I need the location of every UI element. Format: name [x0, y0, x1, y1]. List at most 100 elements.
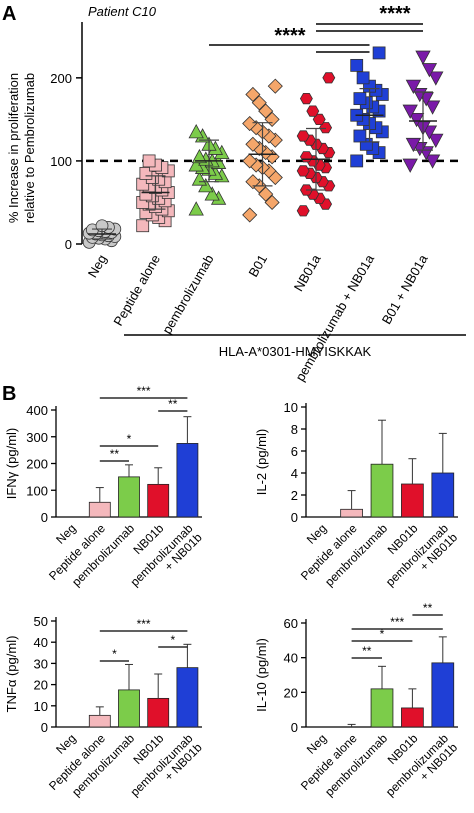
data-point-nb01a: [296, 205, 310, 217]
data-point-peptide-alone: [136, 219, 150, 233]
significance-label: ***: [137, 617, 151, 631]
bar-pembrolizumab: [370, 688, 394, 728]
data-point-b01: [242, 153, 258, 169]
x-tick-label-neg: Neg: [304, 521, 329, 546]
data-point-b01-nb01a: [421, 63, 438, 78]
bar-pembrolizumab-nb01b: [431, 662, 455, 728]
y-tick-label: 8: [291, 422, 298, 437]
data-point-b01: [251, 95, 267, 111]
data-point-nb01a: [296, 165, 310, 177]
data-point-pembrolizumab-nb01a: [350, 58, 364, 72]
x-tick-label-pembrolizumab-nb01b: pembrolizumab+ NB01b: [128, 521, 205, 598]
data-point-pembrolizumab: [188, 124, 204, 139]
x-tick-label-line: Neg: [53, 521, 78, 546]
y-tick-label: 60: [284, 616, 298, 631]
y-tick-label: 40: [284, 651, 298, 666]
bar-peptide-alone: [88, 714, 111, 728]
x-tick-label-peptide-alone: Peptide alone: [110, 252, 163, 328]
data-point-peptide-alone: [142, 154, 156, 168]
data-point-pembrolizumab: [188, 201, 204, 216]
x-tick-label-pembrolizumab-nb01b: pembrolizumab+ NB01b: [128, 731, 205, 808]
bar-nb01b: [401, 483, 424, 518]
data-point-nb01a: [296, 130, 310, 142]
data-point-b01: [264, 194, 280, 211]
data-point-pembrolizumab-nb01a: [372, 46, 386, 60]
y-tick-label: 20: [34, 678, 48, 693]
group-label: HLA-A*0301-HMYISKKAK: [219, 344, 372, 359]
y-tick-label: 50: [34, 614, 48, 629]
data-point-nb01a: [322, 72, 336, 84]
y-tick-label: 200: [50, 71, 72, 86]
x-tick-label-neg: Neg: [85, 252, 110, 280]
bar-pembrolizumab: [118, 476, 140, 518]
data-point-b01: [242, 115, 258, 132]
data-point-b01: [267, 78, 283, 94]
bar-nb01b: [147, 483, 170, 518]
panel-a-ylabel-line1: % Increase in proliferation: [6, 73, 21, 223]
x-tick-label-neg: Neg: [53, 521, 78, 546]
y-tick-label: 2: [291, 488, 298, 503]
bar-pembrolizumab: [118, 689, 140, 728]
data-point-b01-nb01a: [405, 137, 422, 153]
bar-pembrolizumab: [370, 463, 394, 518]
x-tick-label-nb01a: NB01a: [291, 251, 324, 294]
data-point-b01: [245, 136, 261, 152]
y-tick-label: 200: [26, 457, 48, 472]
x-tick-label-neg: Neg: [304, 731, 329, 756]
data-point-b01-nb01a: [402, 104, 418, 119]
y-tick-label: 10: [34, 699, 48, 714]
y-tick-label: 4: [291, 466, 298, 481]
bar-peptide-alone: [88, 501, 111, 518]
data-point-pembrolizumab-nb01a: [350, 154, 364, 168]
data-point-pembrolizumab: [191, 148, 208, 164]
data-point-b01: [245, 86, 261, 103]
bar-nb01b: [401, 707, 424, 728]
data-point-nb01a: [319, 122, 333, 134]
y-axis-label: IL-10 (pg/ml): [254, 638, 269, 712]
significance-label: *: [380, 627, 385, 641]
y-tick-label: 6: [291, 444, 298, 459]
y-tick-label: 0: [41, 720, 48, 735]
bar-peptide-alone: [340, 508, 363, 518]
panel-a-ylabel-line2: relative to Pembrolizumab: [22, 73, 37, 223]
data-point-pembrolizumab: [204, 186, 220, 201]
x-tick-label-pembrolizumab: pembrolizumab: [159, 252, 216, 336]
panel-a-subtitle: Patient C10: [88, 4, 157, 19]
significance-label: **: [168, 397, 178, 411]
y-tick-label: 20: [284, 685, 298, 700]
bar-pembrolizumab-nb01b: [431, 472, 455, 518]
data-point-nb01a: [299, 93, 313, 105]
x-tick-label-b01: B01: [246, 252, 271, 280]
data-point-pembrolizumab-nb01a: [353, 92, 367, 106]
data-point-b01-nb01a: [405, 79, 422, 94]
y-axis-label: IL-2 (pg/ml): [254, 429, 269, 495]
data-point-b01: [245, 174, 261, 190]
y-tick-label: 0: [65, 237, 72, 252]
significance-label: **: [362, 644, 372, 658]
data-point-nb01a: [299, 151, 313, 163]
significance-label: ****: [379, 3, 410, 25]
y-tick-label: 0: [41, 510, 48, 525]
data-point-b01: [258, 186, 274, 202]
data-point-b01-nb01a: [424, 100, 441, 115]
bar-pembrolizumab-nb01b: [176, 443, 199, 518]
data-point-b01-nb01a: [428, 71, 444, 86]
significance-label: ****: [274, 25, 305, 47]
y-tick-label: 30: [34, 656, 48, 671]
y-tick-label: 300: [26, 430, 48, 445]
x-tick-label-pembrolizumab-nb01b: pembrolizumab+ NB01b: [383, 521, 460, 598]
panel-a-letter: A: [2, 3, 16, 25]
significance-label: ***: [390, 615, 404, 629]
panel-b-letter: B: [2, 383, 16, 405]
y-tick-label: 10: [284, 400, 298, 415]
data-point-nb01a: [306, 105, 320, 117]
significance-label: **: [110, 447, 120, 461]
bar-pembrolizumab-nb01b: [176, 667, 199, 728]
